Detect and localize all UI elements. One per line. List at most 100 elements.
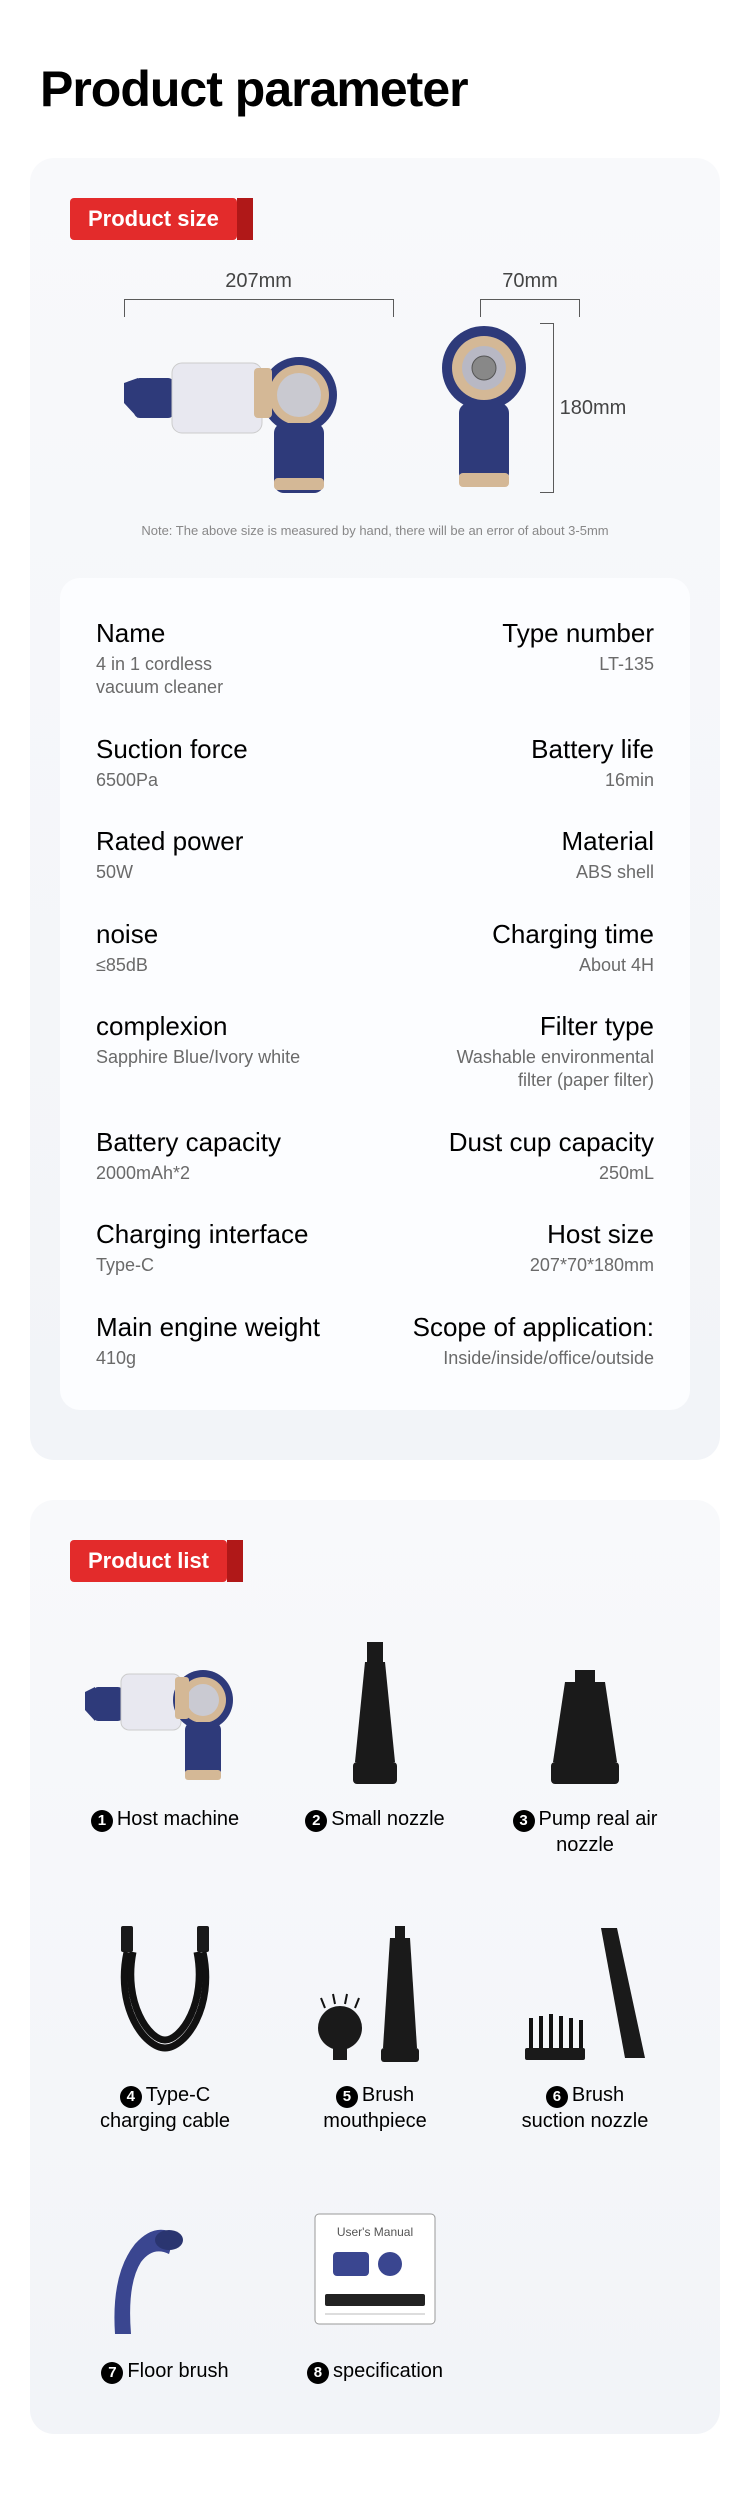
- item-label: Pump real air nozzle: [539, 1808, 658, 1856]
- spec-row: Charging interfaceType-C Host size207*70*…: [96, 1219, 654, 1277]
- spec-value: LT-135: [502, 653, 654, 676]
- vacuum-front-view: [434, 323, 534, 493]
- spec-value: 4 in 1 cordless vacuum cleaner: [96, 653, 223, 700]
- spec-value: Inside/inside/office/outside: [413, 1347, 654, 1370]
- spec-row: complexionSapphire Blue/Ivory white Filte…: [96, 1011, 654, 1093]
- pump-nozzle-icon: [505, 1622, 665, 1792]
- front-with-height: 180mm: [434, 323, 627, 493]
- spec-title: Material: [562, 826, 654, 857]
- spec-title: Charging interface: [96, 1219, 308, 1250]
- item-label: Type-C charging cable: [100, 2084, 230, 2132]
- accessory-grid: 1Host machine 2Small nozzle 3Pump real a: [70, 1622, 680, 2384]
- front-view-col: 70mm 180mm: [434, 270, 627, 493]
- spec-value: Sapphire Blue/Ivory white: [96, 1046, 300, 1069]
- item-number: 3: [513, 1810, 535, 1832]
- list-item: 6Brush suction nozzle: [490, 1898, 680, 2134]
- spec-right: Scope of application: Inside/inside/offic…: [413, 1312, 654, 1370]
- spec-title: Charging time: [492, 919, 654, 950]
- list-item: 7Floor brush: [70, 2174, 260, 2384]
- list-caption: 5Brush mouthpiece: [323, 2082, 426, 2134]
- dimension-diagram: 207mm 70mm: [70, 270, 680, 493]
- list-caption: 7Floor brush: [101, 2358, 228, 2384]
- brush-suction-icon: [505, 1898, 665, 2068]
- list-item: 3Pump real air nozzle: [490, 1622, 680, 1858]
- spec-title: noise: [96, 919, 158, 950]
- section-tag-size: Product size: [70, 198, 237, 240]
- list-item: 2Small nozzle: [280, 1622, 470, 1858]
- spec-title: Battery capacity: [96, 1127, 281, 1158]
- list-caption: 8specification: [307, 2358, 443, 2384]
- spec-left: noise ≤85dB: [96, 919, 158, 977]
- spec-value: ABS shell: [562, 861, 654, 884]
- list-item: 1Host machine: [70, 1622, 260, 1858]
- side-view-col: 207mm: [124, 270, 394, 493]
- svg-text:User's Manual: User's Manual: [337, 2225, 413, 2239]
- spec-title: Scope of application:: [413, 1312, 654, 1343]
- spec-title: Battery life: [531, 734, 654, 765]
- item-number: 6: [546, 2086, 568, 2108]
- list-caption: 3Pump real air nozzle: [490, 1806, 680, 1858]
- measurement-note: Note: The above size is measured by hand…: [70, 523, 680, 538]
- brush-mouthpiece-icon: [295, 1898, 455, 2068]
- spec-title: Rated power: [96, 826, 243, 857]
- spec-value: Washable environmental filter (paper fil…: [457, 1046, 654, 1093]
- spec-value: About 4H: [492, 954, 654, 977]
- spec-row: Suction force 6500Pa Battery life 16min: [96, 734, 654, 792]
- item-label: Host machine: [117, 1808, 239, 1830]
- spec-right: Type number LT-135: [502, 618, 654, 700]
- spec-right: Battery life 16min: [531, 734, 654, 792]
- product-list-card: Product list 1Host machine: [30, 1500, 720, 2434]
- spec-value: 50W: [96, 861, 243, 884]
- spec-value: 16min: [531, 769, 654, 792]
- spec-row: noise ≤85dB Charging time About 4H: [96, 919, 654, 977]
- item-number: 7: [101, 2362, 123, 2384]
- spec-value: 410g: [96, 1347, 320, 1370]
- spec-left: Main engine weight 410g: [96, 1312, 320, 1370]
- width-label-207: 207mm: [225, 270, 292, 293]
- page-title: Product parameter: [40, 60, 710, 118]
- spec-right: Material ABS shell: [562, 826, 654, 884]
- spec-value: ≤85dB: [96, 954, 158, 977]
- spec-left: complexionSapphire Blue/Ivory white: [96, 1011, 300, 1093]
- list-item: 5Brush mouthpiece: [280, 1898, 470, 2134]
- spec-title: Name: [96, 618, 223, 649]
- item-number: 2: [305, 1810, 327, 1832]
- spec-title: Filter type: [457, 1011, 654, 1042]
- vacuum-side-view: [124, 323, 394, 493]
- spec-title: Type number: [502, 618, 654, 649]
- bracket-207: [124, 299, 394, 317]
- spec-left: Battery capacity2000mAh*2: [96, 1127, 281, 1185]
- spec-title: Main engine weight: [96, 1312, 320, 1343]
- list-caption: 6Brush suction nozzle: [522, 2082, 649, 2134]
- spec-right: Dust cup capacity250mL: [449, 1127, 654, 1185]
- small-nozzle-icon: [295, 1622, 455, 1792]
- spec-left: Suction force 6500Pa: [96, 734, 248, 792]
- list-item: User's Manual 8specification: [280, 2174, 470, 2384]
- height-label-180: 180mm: [560, 397, 627, 420]
- item-label: Small nozzle: [331, 1808, 444, 1830]
- usb-cable-icon: [85, 1898, 245, 2068]
- spec-row: Battery capacity2000mAh*2 Dust cup capaci…: [96, 1127, 654, 1185]
- spec-row: Rated power 50W Material ABS shell: [96, 826, 654, 884]
- spec-left: Charging interfaceType-C: [96, 1219, 308, 1277]
- bracket-70: [480, 299, 580, 317]
- page-header: Product parameter: [0, 0, 750, 158]
- width-label-70: 70mm: [502, 270, 558, 293]
- list-caption: 1Host machine: [91, 1806, 239, 1832]
- spec-row: Name 4 in 1 cordless vacuum cleaner Type n…: [96, 618, 654, 700]
- item-number: 5: [336, 2086, 358, 2108]
- list-caption: 2Small nozzle: [305, 1806, 444, 1832]
- spec-right: Filter type Washable environmental filter…: [457, 1011, 654, 1093]
- spec-left: Rated power 50W: [96, 826, 243, 884]
- spec-title: Suction force: [96, 734, 248, 765]
- bracket-180: [540, 323, 554, 493]
- item-label: specification: [333, 2360, 443, 2382]
- spec-right: Host size207*70*180mm: [530, 1219, 654, 1277]
- item-label: Floor brush: [127, 2360, 228, 2382]
- item-label: Brush suction nozzle: [522, 2084, 649, 2132]
- list-item: 4Type-C charging cable: [70, 1898, 260, 2134]
- list-caption: 4Type-C charging cable: [100, 2082, 230, 2134]
- section-tag-list: Product list: [70, 1540, 227, 1582]
- spec-value: 6500Pa: [96, 769, 248, 792]
- spec-table: Name 4 in 1 cordless vacuum cleaner Type n…: [60, 578, 690, 1410]
